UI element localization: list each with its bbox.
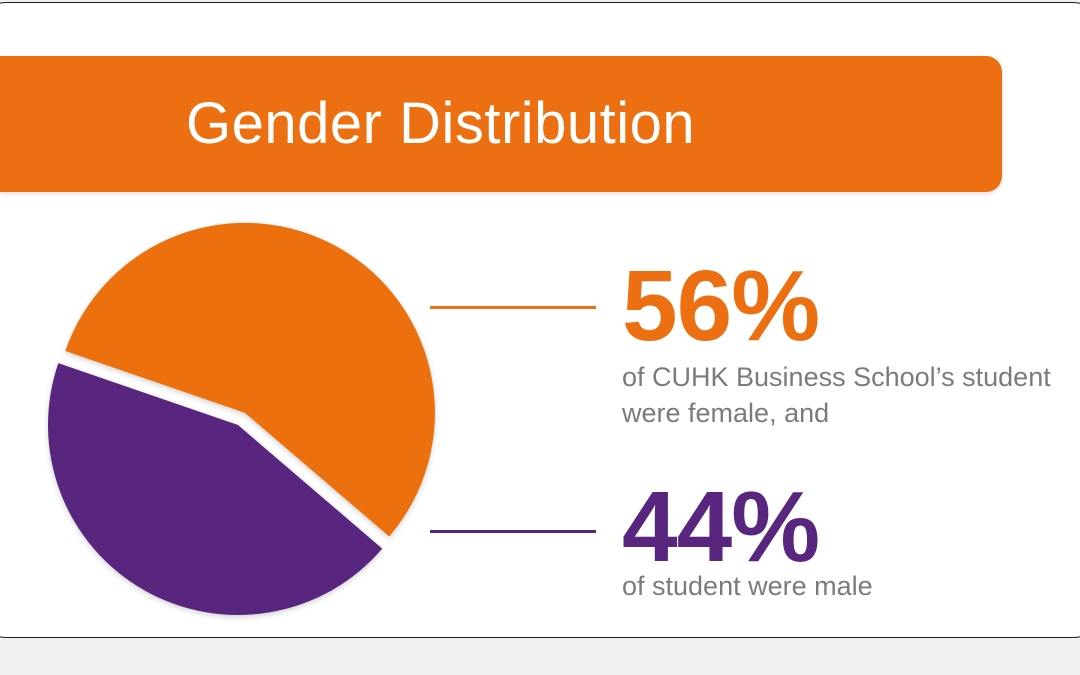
title-banner	[0, 56, 1002, 192]
chart-title: Gender Distribution	[186, 91, 696, 156]
stat-value-female: 56%	[622, 250, 820, 362]
stat-caption-male-line-1: of student were male	[622, 571, 873, 601]
connector-line-female	[430, 306, 596, 309]
stat-caption-female-line-2: were female, and	[622, 398, 830, 428]
pie-slice-female	[65, 222, 435, 537]
stat-caption-female-line-1: of CUHK Business School’s student	[622, 362, 1051, 392]
pie-slice-male	[48, 363, 383, 615]
connector-line-male	[430, 530, 596, 533]
stat-value-male: 44%	[622, 471, 820, 583]
